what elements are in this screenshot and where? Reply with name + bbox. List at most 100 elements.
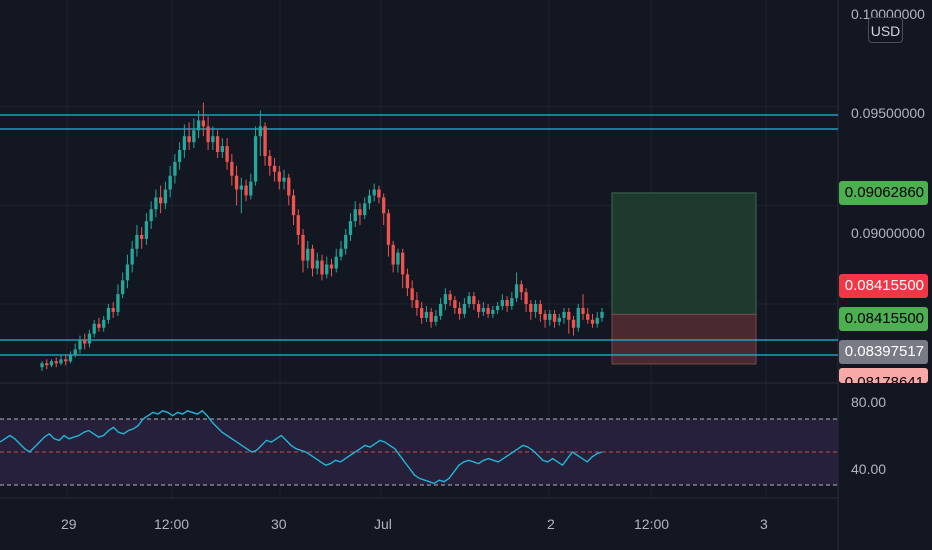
- currency-button[interactable]: USD: [868, 17, 903, 43]
- candle-98: [505, 296, 509, 312]
- candle-body: [462, 304, 467, 314]
- candle-106: [543, 309, 547, 328]
- candle-body: [177, 150, 182, 162]
- candle-40: [230, 153, 234, 186]
- candle-body: [244, 185, 248, 196]
- candle-body: [215, 136, 220, 153]
- candle-79: [415, 292, 419, 316]
- candle-23: [149, 201, 153, 230]
- candle-34: [201, 102, 206, 137]
- candle-body: [135, 234, 139, 249]
- candle-body: [45, 363, 49, 366]
- candle-89: [462, 298, 467, 318]
- candle-30: [182, 124, 187, 158]
- candle-body: [557, 317, 561, 322]
- candle-body: [49, 361, 54, 366]
- candle-body: [140, 234, 144, 239]
- candle-body: [320, 260, 324, 275]
- candle-body: [401, 252, 405, 275]
- candle-118: [600, 307, 604, 322]
- last-price-green-tag: 0.08415500: [839, 307, 928, 331]
- candle-62: [334, 248, 338, 273]
- candle-14: [106, 304, 111, 324]
- candle-82: [429, 307, 433, 328]
- candle-76: [401, 248, 405, 289]
- candle-body: [415, 300, 419, 308]
- candle-64: [344, 229, 348, 255]
- candle-71: [377, 185, 381, 204]
- candle-body: [552, 313, 557, 322]
- candle-44: [249, 173, 253, 200]
- candle-107: [548, 309, 552, 326]
- time-label-2: 2: [547, 516, 555, 532]
- candle-body: [505, 300, 509, 307]
- candle-28: [173, 153, 177, 184]
- candle-body: [543, 313, 547, 320]
- candle-11: [92, 319, 96, 338]
- candle-116: [590, 313, 595, 328]
- candle-56: [306, 240, 310, 269]
- candle-49: [272, 157, 277, 182]
- candle-35: [206, 116, 210, 151]
- candle-body: [363, 203, 367, 216]
- candle-body: [514, 284, 519, 299]
- candle-body: [457, 307, 462, 314]
- candle-body: [519, 284, 523, 293]
- candle-body: [495, 306, 500, 310]
- candle-0: [40, 361, 44, 372]
- horizontal-levels[interactable]: [0, 114, 838, 356]
- candle-73: [386, 209, 391, 257]
- candle-body: [567, 311, 571, 320]
- candle-17: [121, 272, 125, 299]
- candle-body: [344, 234, 348, 249]
- candle-86: [448, 290, 452, 307]
- candle-37: [215, 130, 220, 158]
- candle-body: [234, 175, 239, 190]
- candle-body: [196, 120, 201, 131]
- rsi-line: [0, 409, 603, 485]
- candle-body: [562, 311, 566, 318]
- candle-body: [410, 288, 414, 301]
- candle-body: [239, 185, 243, 190]
- candle-114: [581, 294, 585, 320]
- candle-body: [396, 252, 400, 265]
- candle-body: [586, 313, 590, 320]
- candle-body: [225, 146, 229, 162]
- candle-74: [391, 240, 395, 273]
- candle-body: [467, 296, 471, 305]
- rsi-axis-label-80: 80.00: [851, 394, 887, 410]
- candle-101: [519, 280, 523, 301]
- candle-59: [320, 254, 324, 281]
- candle-body: [73, 349, 77, 356]
- candle-95: [491, 306, 495, 318]
- candle-53: [291, 189, 296, 226]
- candle-20: [135, 225, 139, 257]
- candle-47: [263, 122, 267, 166]
- candle-body: [87, 333, 92, 344]
- candle-50: [277, 165, 281, 190]
- candle-25: [158, 185, 163, 214]
- candle-45: [253, 126, 258, 186]
- candle-body: [106, 307, 111, 320]
- candle-3: [54, 357, 58, 368]
- candle-78: [410, 280, 414, 308]
- candle-body: [182, 136, 187, 151]
- candle-body: [59, 359, 63, 364]
- candle-body: [230, 161, 234, 176]
- candle-85: [443, 288, 448, 310]
- candle-body: [268, 155, 272, 166]
- candle-80: [420, 302, 424, 324]
- candle-68: [363, 197, 367, 220]
- candle-58: [315, 252, 319, 275]
- candle-body: [386, 213, 391, 245]
- candle-26: [163, 181, 168, 210]
- candle-48: [268, 150, 272, 176]
- last-price-red-tag: 0.08415500: [839, 274, 928, 298]
- rsi-band: [0, 419, 838, 485]
- candle-24: [154, 189, 158, 218]
- candle-body: [121, 280, 125, 295]
- candle-body: [187, 136, 191, 143]
- candle-body: [282, 177, 286, 182]
- candle-body: [424, 311, 429, 318]
